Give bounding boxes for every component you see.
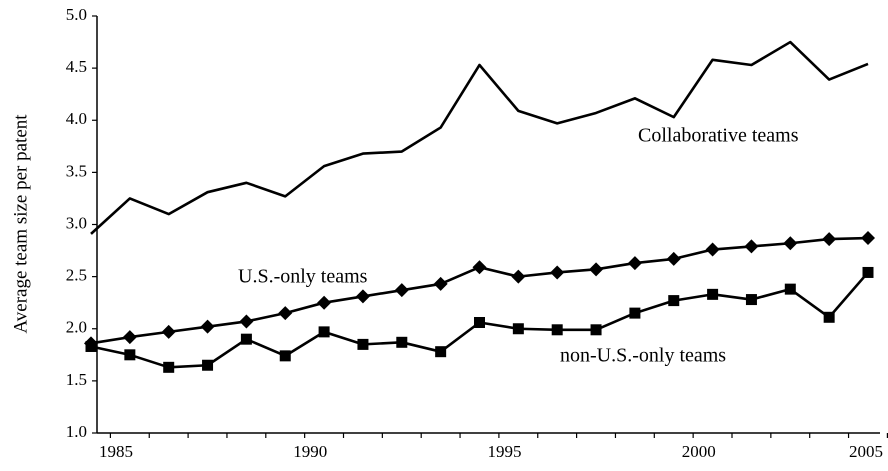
diamond-marker bbox=[161, 324, 176, 339]
diamond-marker bbox=[278, 306, 293, 321]
square-marker bbox=[629, 307, 641, 319]
y-tick-label: 3.5 bbox=[66, 161, 87, 180]
diamond-marker bbox=[744, 239, 759, 254]
square-marker bbox=[784, 283, 796, 295]
x-tick-label: 1985 bbox=[99, 442, 133, 461]
y-axis-label: Average team size per patent bbox=[10, 114, 31, 334]
square-marker bbox=[357, 338, 369, 350]
square-marker bbox=[279, 350, 291, 362]
square-marker bbox=[163, 361, 175, 373]
square-marker bbox=[745, 294, 757, 306]
diamond-marker bbox=[627, 256, 642, 271]
diamond-marker bbox=[861, 231, 875, 246]
y-tick-label: 2.0 bbox=[66, 318, 87, 337]
diamond-marker bbox=[355, 289, 370, 304]
y-tick-label: 4.0 bbox=[66, 109, 87, 128]
square-marker bbox=[474, 316, 485, 328]
square-marker bbox=[240, 333, 252, 345]
diamond-marker bbox=[122, 330, 137, 345]
square-marker bbox=[124, 349, 136, 361]
x-tick-label: 2000 bbox=[682, 442, 716, 461]
y-tick-label: 2.5 bbox=[66, 266, 87, 285]
square-marker bbox=[396, 336, 408, 348]
y-tick-label: 1.0 bbox=[66, 422, 87, 441]
square-marker bbox=[590, 324, 602, 336]
square-marker bbox=[862, 266, 874, 278]
series-label: U.S.-only teams bbox=[238, 266, 368, 288]
diamond-marker bbox=[472, 260, 487, 275]
diamond-marker bbox=[666, 251, 681, 266]
square-marker bbox=[668, 295, 680, 307]
diamond-marker bbox=[200, 319, 215, 334]
y-tick-label: 4.5 bbox=[66, 57, 87, 76]
square-marker bbox=[202, 359, 214, 371]
diamond-marker bbox=[705, 242, 720, 257]
series-line bbox=[90, 40, 869, 235]
square-marker bbox=[512, 323, 524, 335]
diamond-marker bbox=[317, 295, 332, 310]
series-label: non-U.S.-only teams bbox=[560, 345, 726, 367]
x-tick-label: 1990 bbox=[293, 442, 327, 461]
diamond-marker bbox=[822, 232, 837, 247]
x-tick-label: 1995 bbox=[488, 442, 522, 461]
square-marker bbox=[435, 346, 447, 358]
square-marker bbox=[823, 311, 835, 323]
diamond-marker bbox=[239, 314, 254, 329]
diamond-marker bbox=[394, 283, 409, 298]
square-marker bbox=[85, 340, 97, 352]
y-tick-label: 1.5 bbox=[66, 370, 87, 389]
diamond-marker bbox=[433, 276, 448, 291]
square-marker bbox=[551, 324, 563, 336]
series-label: Collaborative teams bbox=[638, 125, 799, 147]
diamond-marker bbox=[550, 265, 565, 280]
square-marker bbox=[318, 326, 330, 338]
y-tick-label: 5.0 bbox=[66, 5, 87, 24]
x-tick-label: 2005 bbox=[849, 442, 883, 461]
diamond-marker bbox=[589, 262, 604, 277]
square-marker bbox=[707, 288, 719, 300]
diamond-marker bbox=[511, 269, 526, 284]
y-tick-label: 3.0 bbox=[66, 213, 87, 232]
diamond-marker bbox=[783, 236, 798, 251]
